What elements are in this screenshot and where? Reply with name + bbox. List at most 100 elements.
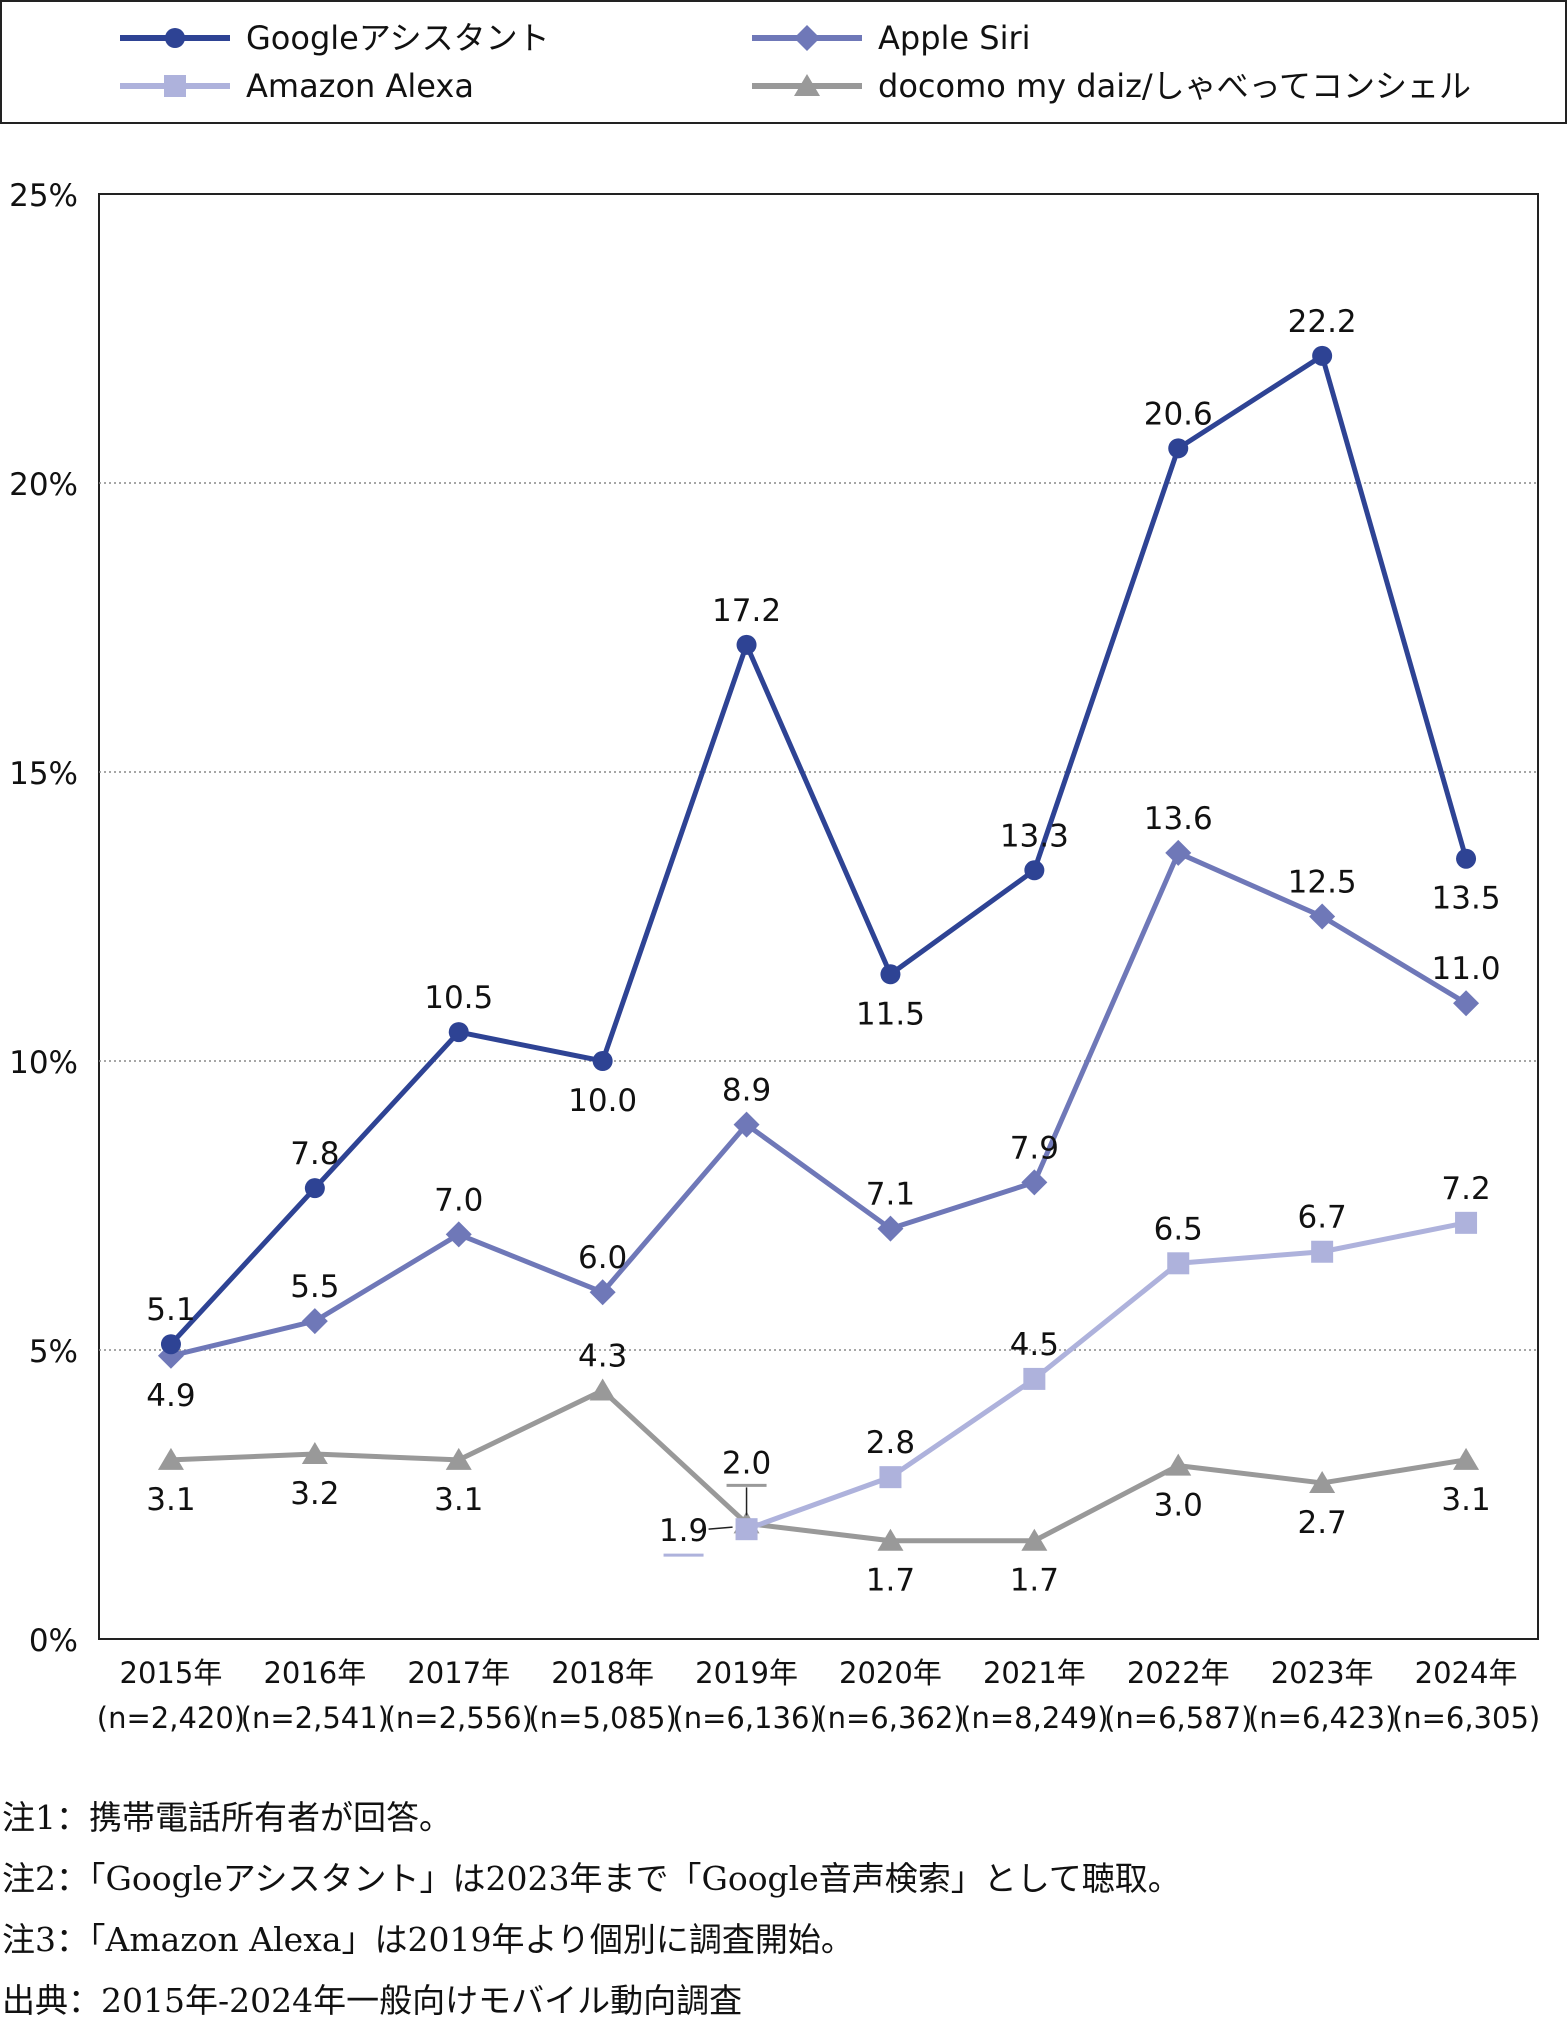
data-point-triangle xyxy=(1165,1453,1192,1476)
data-label: 6.5 xyxy=(1154,1211,1203,1247)
series-line-3 xyxy=(170,1387,1467,1544)
note-2: 注2：「Googleアシスタント」は2023年まで「Google音声検索」として… xyxy=(2,1859,1181,1898)
data-point-diamond xyxy=(589,1279,616,1306)
legend-box xyxy=(0,0,1567,124)
y-tick-label: 5% xyxy=(29,1334,78,1370)
data-label: 22.2 xyxy=(1288,304,1357,340)
data-point-diamond xyxy=(1453,990,1480,1017)
data-point-circle xyxy=(880,964,901,985)
data-label: 4.5 xyxy=(1010,1327,1059,1363)
data-label: 1.7 xyxy=(866,1563,915,1599)
legend-label-2: Amazon Alexa xyxy=(246,67,474,105)
x-tick-sample-size: (n=6,362) xyxy=(816,1701,964,1735)
data-point-diamond xyxy=(445,1221,472,1248)
data-label: 11.5 xyxy=(856,996,925,1032)
data-label: 12.5 xyxy=(1288,865,1357,901)
data-label: 2.0 xyxy=(722,1445,771,1481)
x-tick-sample-size: (n=6,136) xyxy=(672,1701,820,1735)
series-line-0 xyxy=(169,353,1469,1346)
data-point-circle xyxy=(448,1022,469,1043)
data-point-square xyxy=(1023,1367,1046,1390)
x-tick-label: 2023年 xyxy=(1271,1656,1374,1690)
data-label: 6.7 xyxy=(1297,1200,1346,1236)
footnotes: 注1：携帯電話所有者が回答。 注2：「Googleアシスタント」は2023年まで… xyxy=(2,1787,1562,2031)
data-label: 3.1 xyxy=(1441,1482,1490,1518)
x-tick-label: 2018年 xyxy=(551,1656,654,1690)
data-label: 13.6 xyxy=(1144,801,1213,837)
data-labels: 5.1 7.8 10.5 10.0 17.2 11.5 13.3 20.6 22.2 13.5 4.… xyxy=(146,304,1500,1599)
x-tick-sample-size: (n=2,420) xyxy=(97,1701,245,1735)
legend-marker-triangle-icon xyxy=(794,74,820,96)
data-point-circle xyxy=(160,1334,181,1355)
data-label: 10.5 xyxy=(424,980,493,1016)
x-axis: 2015年 (n=2,420) 2016年 (n=2,541) 2017年 (n=2,55… xyxy=(97,1656,1540,1735)
data-point-circle xyxy=(1024,860,1045,881)
x-tick-sample-size: (n=2,556) xyxy=(385,1701,533,1735)
data-label: 8.9 xyxy=(722,1073,771,1109)
series-line-1 xyxy=(170,850,1468,1359)
x-tick-sample-size: (n=8,249) xyxy=(960,1701,1108,1735)
data-point-triangle xyxy=(877,1528,904,1551)
data-label: 13.3 xyxy=(1000,818,1069,854)
source-note: 出典：2015年-2024年一般向けモバイル動向調査 xyxy=(2,1981,743,2020)
data-label: 7.9 xyxy=(1010,1130,1059,1166)
y-axis: 0% 5% 10% 15% 20% 25% xyxy=(9,178,78,1659)
data-label: 3.0 xyxy=(1154,1488,1203,1524)
data-point-diamond xyxy=(1021,1169,1048,1196)
data-point-triangle xyxy=(589,1378,616,1401)
data-point-circle xyxy=(736,634,757,655)
data-point-diamond xyxy=(733,1111,760,1138)
data-label: 6.0 xyxy=(578,1240,627,1276)
data-label: 10.0 xyxy=(568,1083,637,1119)
legend-label-0: Googleアシスタント xyxy=(246,19,550,57)
y-tick-label: 25% xyxy=(9,178,78,214)
data-label: 4.3 xyxy=(578,1338,627,1374)
data-label: 5.5 xyxy=(290,1269,339,1305)
data-label: 4.9 xyxy=(146,1378,195,1414)
data-point-square xyxy=(879,1466,902,1489)
data-point-triangle xyxy=(301,1442,328,1465)
x-tick-label: 2016年 xyxy=(263,1656,366,1690)
legend: Googleアシスタント Apple Siri Amazon Alexa docomo… xyxy=(120,19,1471,105)
data-label: 3.1 xyxy=(434,1482,483,1518)
data-point-diamond xyxy=(1309,903,1336,930)
data-point-circle xyxy=(1168,438,1189,459)
data-point-circle xyxy=(1312,345,1333,366)
legend-label-3: docomo my daiz/しゃべってコンシェル xyxy=(878,67,1471,105)
data-point-square xyxy=(735,1518,758,1541)
data-label: 13.5 xyxy=(1432,881,1501,917)
data-point-triangle xyxy=(1021,1528,1048,1551)
data-point-triangle xyxy=(1453,1447,1480,1470)
data-point-triangle xyxy=(1309,1470,1336,1493)
x-tick-sample-size: (n=2,541) xyxy=(241,1701,389,1735)
x-tick-label: 2024年 xyxy=(1415,1656,1518,1690)
legend-label-1: Apple Siri xyxy=(878,19,1031,57)
data-point-triangle xyxy=(157,1447,184,1470)
note-3: 注3：「Amazon Alexa」は2019年より個別に調査開始。 xyxy=(2,1920,854,1959)
data-label: 7.1 xyxy=(866,1177,915,1213)
data-label: 2.8 xyxy=(866,1425,915,1461)
x-tick-sample-size: (n=6,587) xyxy=(1104,1701,1252,1735)
series-lines xyxy=(157,345,1480,1551)
data-point-circle xyxy=(1456,848,1477,869)
leader-line xyxy=(708,1526,733,1530)
legend-marker-diamond-icon xyxy=(794,25,820,51)
x-tick-label: 2021年 xyxy=(983,1656,1086,1690)
data-label: 5.1 xyxy=(146,1292,195,1328)
y-tick-label: 20% xyxy=(9,467,78,503)
x-tick-label: 2020年 xyxy=(839,1656,942,1690)
data-point-circle xyxy=(592,1051,613,1071)
data-label: 3.2 xyxy=(290,1476,339,1512)
data-label: 20.6 xyxy=(1144,396,1213,432)
data-label: 1.7 xyxy=(1010,1563,1059,1599)
x-tick-sample-size: (n=5,085) xyxy=(528,1701,676,1735)
legend-marker-circle-icon xyxy=(165,28,185,48)
x-tick-label: 2022年 xyxy=(1127,1656,1230,1690)
data-label: 3.1 xyxy=(146,1482,195,1518)
note-1: 注1：携帯電話所有者が回答。 xyxy=(2,1798,452,1837)
data-label: 11.0 xyxy=(1432,951,1501,987)
data-label: 7.8 xyxy=(290,1136,339,1172)
data-point-diamond xyxy=(877,1215,904,1242)
data-label: 7.2 xyxy=(1441,1171,1490,1207)
